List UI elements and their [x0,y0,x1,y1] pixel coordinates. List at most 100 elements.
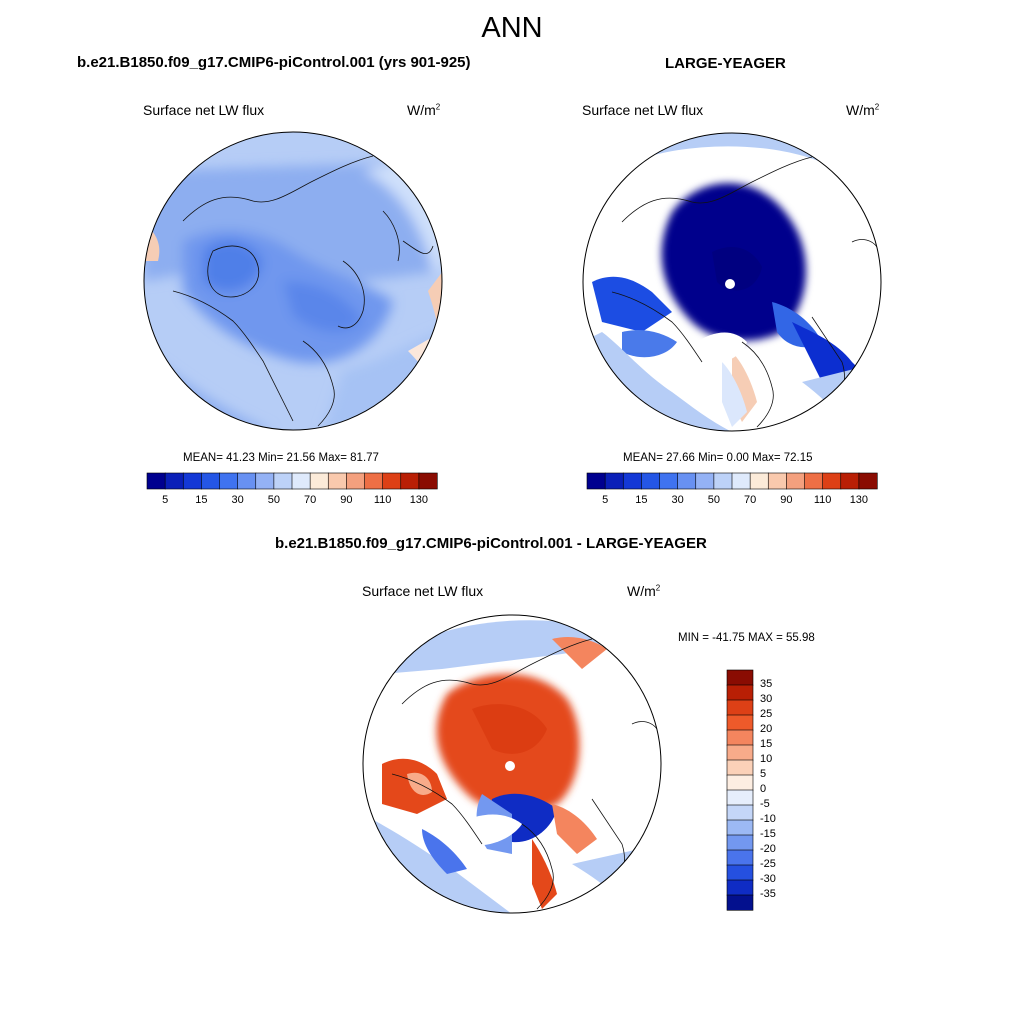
panel1-case-title: b.e21.B1850.f09_g17.CMIP6-piControl.001 … [77,54,471,71]
panel1-map [143,131,443,431]
panel3-colorbar-labels: 35 30 25 20 15 10 5 0 -5 -10 -15 -20 -25 -30 -35 [760,670,800,910]
panel2-stats: MEAN= 27.66 Min= 0.00 Max= 72.15 [623,452,813,464]
panel1-colorbar-tick-label: 90 [340,494,353,506]
panel3-colorbar-tick-label: -10 [760,813,776,825]
panel1-colorbar-tick-label: 30 [231,494,244,506]
panel3-colorbar-tick-label: 10 [760,753,773,765]
panel2-case-title: LARGE-YEAGER [665,55,786,72]
panel3-colorbar-tick-label: 30 [760,693,773,705]
panel3-colorbar-box [726,759,754,776]
panel3-colorbar-box [726,729,754,746]
panel3-colorbar-box [726,819,754,836]
panel1-colorbar-box [382,472,402,490]
panel1-colorbar-box [364,472,384,490]
panel2-colorbar-box [713,472,733,490]
panel2-colorbar-box [604,472,624,490]
panel3-colorbar-tick-label: -15 [760,828,776,840]
panel3-colorbar-tick-label: 35 [760,678,773,690]
panel1-colorbar-tick-label: 5 [162,494,169,506]
panel3-colorbar-box [726,849,754,866]
panel3-colorbar-tick-label: -30 [760,873,776,885]
panel1-units: W/m2 [407,102,441,118]
panel2-colorbar-tick-label: 5 [602,494,609,506]
panel3-colorbar-tick-label: -20 [760,843,776,855]
panel3-colorbar-tick-label: -25 [760,858,776,870]
main-title: ANN [481,12,543,44]
panel2-colorbar-tick-label: 130 [849,494,869,506]
panel1-colorbar-tick-label: 50 [267,494,280,506]
panel3-colorbar-box [726,774,754,791]
panel2-colorbar-box [586,472,606,490]
panel3-variable-label: Surface net LW flux [362,583,484,599]
panel1-colorbar-box [164,472,184,490]
panel1-colorbar-box [327,472,347,490]
panel2-colorbar-box [840,472,860,490]
panel3-colorbar-box [726,804,754,821]
panel1-colorbar-box [219,472,239,490]
panel3-colorbar-tick-label: -35 [760,888,776,900]
panel2-colorbar-box [677,472,697,490]
panel1-colorbar-box [309,472,329,490]
panel1-colorbar-tick-label: 110 [373,494,392,506]
panel2-colorbar-box [622,472,642,490]
panel1-colorbar-box [146,472,166,490]
panel1-colorbar-box [400,472,420,490]
panel3-colorbar-tick-label: -5 [760,798,770,810]
panel3-colorbar-box [726,864,754,881]
panel1-stats: MEAN= 41.23 Min= 21.56 Max= 81.77 [183,452,379,464]
panel3-colorbar [726,669,754,911]
panel1-colorbar-box [418,472,438,490]
panel1-colorbar-box [255,472,275,490]
panel1-colorbar-box [291,472,311,490]
panel1-colorbar-tick-label: 15 [195,494,208,506]
panel1-colorbar-box [237,472,257,490]
panel2-colorbar-tick-label: 15 [635,494,648,506]
panel3-colorbar-tick-label: 15 [760,738,773,750]
panel3-colorbar-box [726,834,754,851]
panel2-colorbar-tick-label: 90 [780,494,793,506]
panel3-colorbar-box [726,714,754,731]
panel1-colorbar-tick-label: 70 [304,494,317,506]
panel3-stats: MIN = -41.75 MAX = 55.98 [678,632,815,644]
panel1-colorbar-tick-label: 130 [409,494,429,506]
panel3-colorbar-tick-label: 25 [760,708,773,720]
panel3-colorbar-box [726,894,754,911]
panel2-colorbar-tick-label: 30 [671,494,684,506]
panel3-colorbar-box [726,789,754,806]
panel1-colorbar-box [201,472,221,490]
panel2-colorbar-box [767,472,787,490]
panel1-colorbar-box [273,472,293,490]
panel2-colorbar [586,472,878,490]
panel2-colorbar-labels: 5 15 30 50 70 90 110 130 [587,494,877,510]
panel2-colorbar-box [749,472,769,490]
panel2-colorbar-box [659,472,679,490]
panel3-units: W/m2 [627,583,661,599]
panel2-colorbar-box [804,472,824,490]
panel2-colorbar-tick-label: 70 [744,494,757,506]
panel2-colorbar-tick-label: 50 [707,494,720,506]
panel2-colorbar-box [695,472,715,490]
panel1-colorbar-box [346,472,366,490]
panel3-colorbar-tick-label: 20 [760,723,773,735]
panel2-colorbar-box [786,472,806,490]
panel2-variable-label: Surface net LW flux [582,102,704,118]
panel2-colorbar-box [731,472,751,490]
panel1-variable-label: Surface net LW flux [143,102,265,118]
panel2-units: W/m2 [846,102,880,118]
panel2-colorbar-box [641,472,661,490]
panel3-colorbar-box [726,699,754,716]
panel3-map [362,614,662,914]
panel3-colorbar-tick-label: 0 [760,783,767,795]
panel3-colorbar-tick-label: 5 [760,768,767,780]
panel2-colorbar-tick-label: 110 [813,494,832,506]
panel2-colorbar-box [822,472,842,490]
panel2-colorbar-box [858,472,878,490]
panel1-colorbar-labels: 5 15 30 50 70 90 110 130 [147,494,437,510]
panel1-colorbar [146,472,438,490]
panel3-case-title: b.e21.B1850.f09_g17.CMIP6-piControl.001 … [275,535,707,552]
panel3-colorbar-box [726,744,754,761]
panel3-colorbar-box [726,669,754,686]
panel3-colorbar-box [726,879,754,896]
panel3-colorbar-box [726,684,754,701]
panel2-map [582,132,882,432]
